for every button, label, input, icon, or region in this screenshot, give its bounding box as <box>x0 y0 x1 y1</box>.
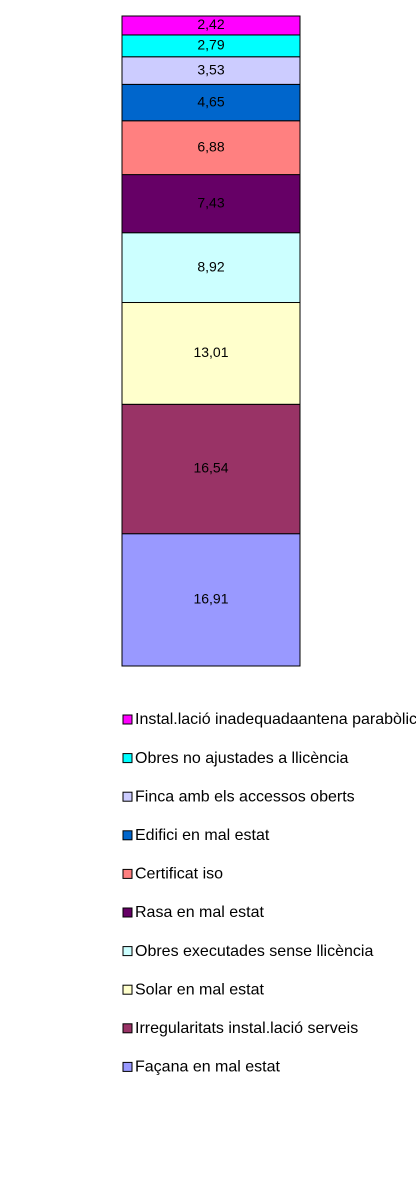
legend-label: Façana en mal estat <box>135 1059 281 1076</box>
data-label: 16,54 <box>193 460 228 476</box>
legend-label: Solar en mal estat <box>135 981 265 998</box>
legend-label: Edifici en mal estat <box>135 827 270 844</box>
legend-swatch <box>122 830 133 841</box>
data-label: 2,79 <box>197 37 224 53</box>
legend-label: Rasa en mal estat <box>135 904 265 921</box>
legend-label: Obres no ajustades a llicència <box>135 750 349 767</box>
legend-label: Obres executades sense llicència <box>135 943 373 960</box>
data-label: 7,43 <box>197 194 224 210</box>
bar-segment <box>121 56 301 85</box>
legend-swatch <box>122 984 133 995</box>
data-label: 2,42 <box>197 16 224 32</box>
legend-label: Finca amb els accessos oberts <box>135 788 355 805</box>
bar-segment <box>121 15 301 36</box>
legend-swatch <box>122 907 133 918</box>
bar-segment <box>121 83 301 122</box>
bar-segment <box>121 120 301 176</box>
legend-swatch <box>122 946 133 957</box>
legend-label: Irregularitats instal.lació serveis <box>135 1020 358 1037</box>
legend-swatch <box>122 714 133 725</box>
data-label: 8,92 <box>197 258 224 274</box>
data-label: 13,01 <box>193 344 228 360</box>
legend-swatch <box>122 791 133 802</box>
data-label: 6,88 <box>197 138 224 154</box>
legend-swatch <box>122 753 133 764</box>
bar-segment <box>121 403 301 535</box>
data-label: 4,65 <box>197 93 224 109</box>
bar-segment <box>121 232 301 304</box>
data-label: 16,91 <box>193 591 228 607</box>
legend-swatch <box>122 1061 133 1072</box>
bar-segment <box>121 533 301 667</box>
bar-segment <box>121 174 301 234</box>
legend-swatch <box>122 868 133 879</box>
legend-label: Instal.lació inadequadaantena parabòlica <box>135 711 416 728</box>
legend-label: Certificat iso <box>135 866 223 883</box>
data-label: 3,53 <box>197 61 224 77</box>
legend-swatch <box>122 1023 133 1034</box>
